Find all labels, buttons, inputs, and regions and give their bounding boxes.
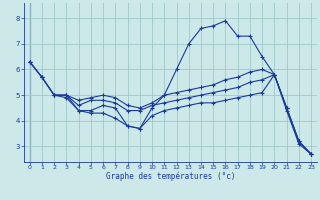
X-axis label: Graphe des températures (°c): Graphe des températures (°c) <box>106 172 235 181</box>
